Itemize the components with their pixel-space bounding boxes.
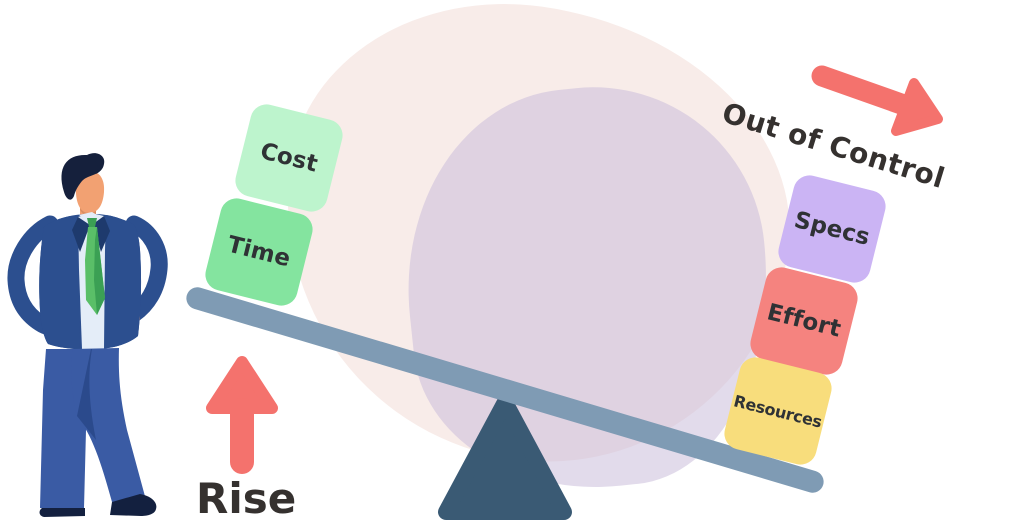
businessman-figure: [7, 153, 168, 517]
rise-label: Rise: [196, 474, 297, 523]
out-of-control-arrow-icon: [811, 65, 943, 136]
block-time-label: Time: [224, 231, 294, 273]
block-effort-label: Effort: [764, 299, 844, 343]
rise-arrow-icon: [206, 356, 278, 474]
seesaw-fulcrum: [438, 394, 572, 520]
block-resources-label: Resources: [731, 390, 825, 432]
block-specs-label: Specs: [791, 207, 873, 251]
block-cost-label: Cost: [257, 138, 321, 178]
